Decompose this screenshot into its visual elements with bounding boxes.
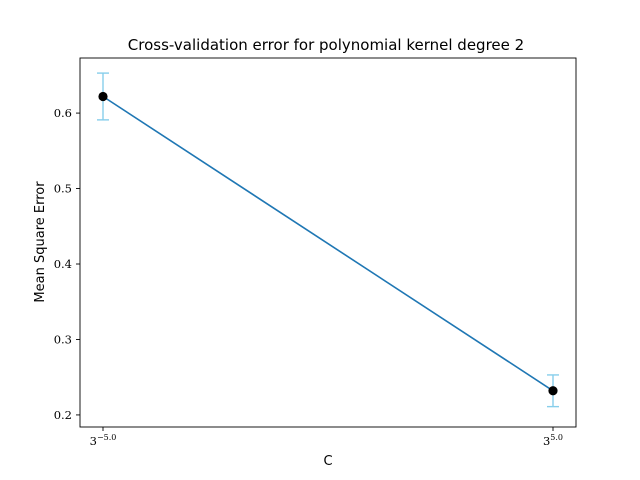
axes-frame xyxy=(79,57,577,428)
x-tick-label: 3−5.0 xyxy=(90,433,117,448)
plot-area xyxy=(97,72,559,408)
x-axis-label: C xyxy=(323,454,332,469)
data-point xyxy=(98,91,108,102)
y-axis-ticks: 0.2 0.3 0.4 0.5 0.6 xyxy=(54,106,80,422)
series-line xyxy=(102,95,554,392)
x-tick-label: 35.0 xyxy=(543,433,563,448)
y-tick-label: 0.2 xyxy=(54,408,72,422)
y-axis-label: Mean Square Error xyxy=(33,181,48,303)
x-axis-ticks: 3−5.0 35.0 xyxy=(90,427,563,448)
y-tick-label: 0.5 xyxy=(54,182,72,196)
y-tick-label: 0.4 xyxy=(54,257,72,271)
y-tick-label: 0.3 xyxy=(54,332,72,346)
y-tick-label: 0.6 xyxy=(54,106,72,120)
chart-title: Cross-validation error for polynomial ke… xyxy=(128,36,524,54)
data-point xyxy=(548,386,558,396)
